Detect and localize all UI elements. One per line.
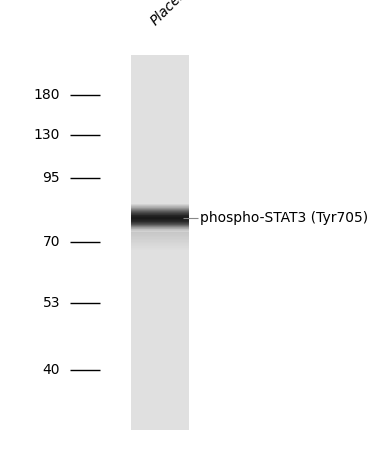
Bar bbox=[131, 245, 189, 246]
Bar bbox=[131, 238, 189, 239]
Bar bbox=[131, 249, 189, 250]
Bar bbox=[131, 247, 189, 248]
Text: 53: 53 bbox=[43, 296, 60, 310]
Bar bbox=[131, 233, 189, 234]
Text: Placenta: Placenta bbox=[148, 0, 200, 28]
Bar bbox=[131, 243, 189, 244]
Bar bbox=[131, 234, 189, 235]
Bar bbox=[131, 239, 189, 240]
Bar bbox=[131, 248, 189, 249]
Bar bbox=[131, 244, 189, 245]
Bar bbox=[131, 241, 189, 242]
Bar bbox=[131, 235, 189, 236]
Bar bbox=[131, 246, 189, 247]
Bar bbox=[131, 240, 189, 241]
Text: 95: 95 bbox=[43, 171, 60, 185]
Bar bbox=[131, 242, 189, 243]
Bar bbox=[131, 236, 189, 237]
Text: 70: 70 bbox=[43, 235, 60, 249]
Bar bbox=[131, 237, 189, 238]
Bar bbox=[131, 232, 189, 233]
Text: 180: 180 bbox=[34, 88, 60, 102]
Text: 130: 130 bbox=[34, 128, 60, 142]
Bar bbox=[131, 55, 189, 430]
Text: phospho-STAT3 (Tyr705): phospho-STAT3 (Tyr705) bbox=[200, 211, 368, 225]
Text: 40: 40 bbox=[43, 363, 60, 377]
